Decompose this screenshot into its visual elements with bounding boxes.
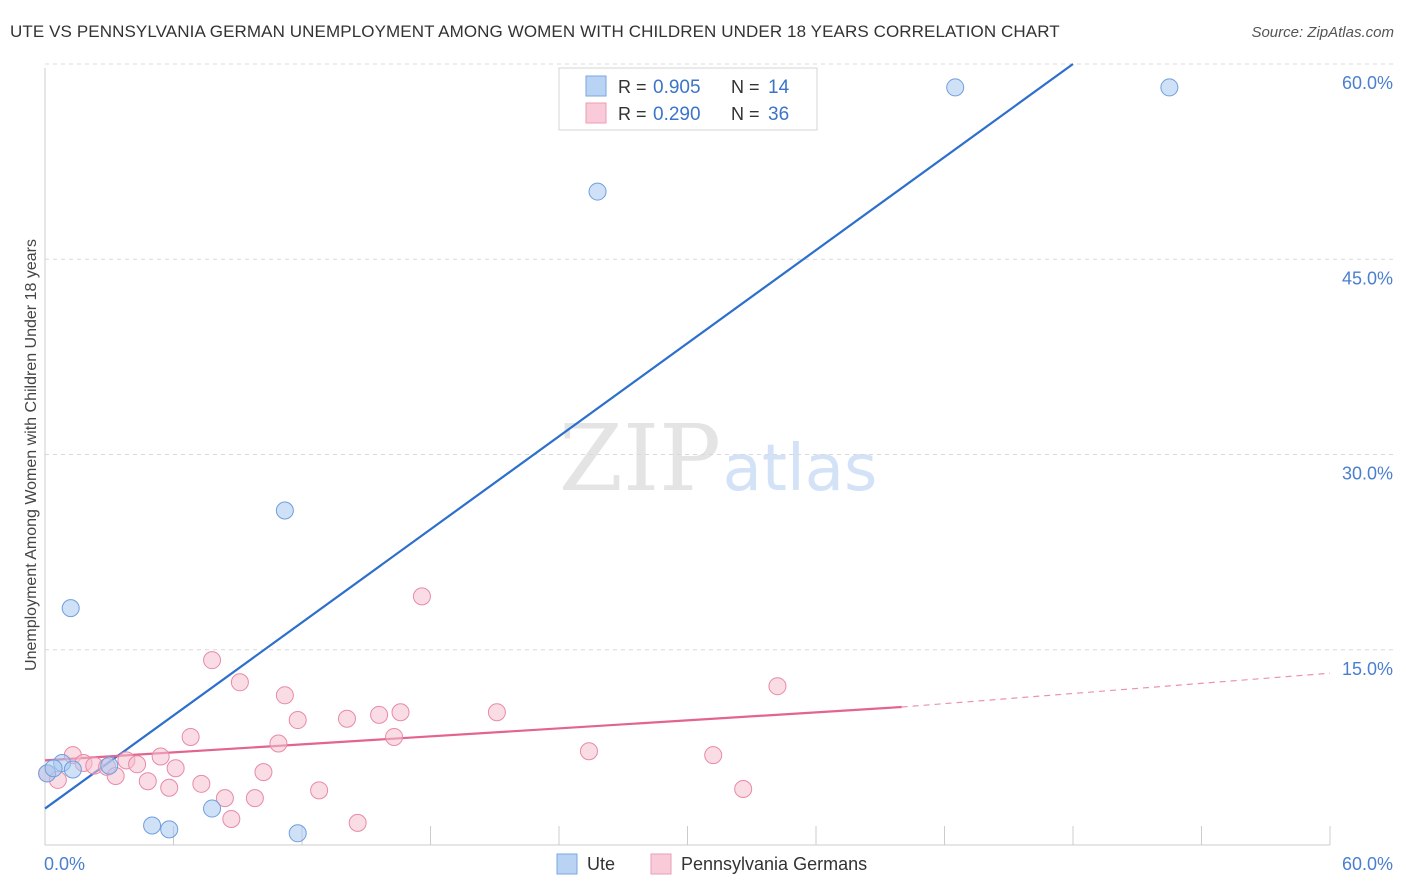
pa-point-32: [579, 742, 598, 761]
legend-swatch-pa: [585, 102, 607, 124]
ute-point-7: [203, 799, 222, 818]
pa-point-27: [370, 705, 389, 724]
pa-point-15: [203, 651, 222, 670]
ute-point-3: [63, 760, 82, 779]
pa-point-11: [160, 778, 179, 797]
ute-point-6: [160, 820, 179, 839]
ute-point-11: [946, 78, 965, 97]
pa-point-10: [151, 747, 170, 766]
pa-point-13: [181, 727, 200, 746]
y-axis-label: Unemployment Among Women with Children U…: [23, 239, 40, 671]
pa-point-33: [704, 746, 723, 765]
data-points: [38, 78, 1179, 843]
pa-point-30: [412, 587, 431, 606]
pa-point-8: [128, 755, 147, 774]
pa-point-14: [192, 774, 211, 793]
y-tick-label-45: 45.0%: [1342, 268, 1393, 288]
watermark-zip: ZIP: [559, 405, 721, 512]
axes: [44, 68, 1331, 846]
pa-point-35: [768, 677, 787, 696]
ute-point-2: [61, 599, 80, 618]
legend: R = 0.905 N = 14 R = 0.290 N = 36: [558, 67, 818, 131]
pa-trend-line-extended: [901, 672, 1331, 708]
pa-point-34: [734, 780, 753, 799]
pa-point-25: [337, 709, 356, 728]
pa-point-12: [166, 759, 185, 778]
y-tick-label-60: 60.0%: [1342, 73, 1393, 93]
pa-point-22: [275, 686, 294, 705]
pa-point-28: [385, 727, 404, 746]
ute-point-13: [44, 759, 63, 778]
pa-point-26: [348, 813, 367, 832]
pa-point-20: [254, 763, 273, 782]
y-tick-label-30: 30.0%: [1342, 464, 1393, 484]
ute-point-8: [275, 501, 294, 520]
pa-point-29: [391, 703, 410, 722]
pa-point-23: [288, 711, 307, 730]
pa-point-21: [269, 734, 288, 753]
legend-n-label-pa: N =: [731, 104, 760, 124]
grid-lines: [45, 63, 1395, 651]
pa-point-19: [245, 789, 264, 808]
pa-trend-line: [44, 705, 902, 762]
x-tick-label-min: 0.0%: [44, 854, 85, 874]
tick-labels: 15.0% 30.0% 45.0% 60.0% 0.0% 60.0%: [44, 73, 1393, 874]
legend-n-value-pa: 36: [768, 104, 789, 125]
legend-r-value-ute: 0.905: [653, 77, 701, 98]
x-tick-label-max: 60.0%: [1342, 854, 1393, 874]
bottom-legend-swatch-ute: [556, 853, 578, 875]
ute-point-9: [288, 824, 307, 843]
pa-point-18: [230, 673, 249, 692]
chart-title: UTE VS PENNSYLVANIA GERMAN UNEMPLOYMENT …: [10, 22, 1060, 41]
trend-lines: [44, 63, 1331, 810]
pa-point-24: [310, 781, 329, 800]
bottom-legend: Ute Pennsylvania Germans: [556, 853, 867, 875]
ute-point-12: [1160, 78, 1179, 97]
bottom-legend-label-ute: Ute: [587, 854, 615, 874]
ute-trend-line: [44, 63, 1074, 810]
bottom-legend-label-pa: Pennsylvania Germans: [681, 854, 867, 874]
pa-point-16: [215, 789, 234, 808]
legend-r-label-ute: R =: [618, 77, 647, 97]
y-tick-label-15: 15.0%: [1342, 659, 1393, 679]
legend-swatch-ute: [585, 75, 607, 97]
watermark-atlas: atlas: [723, 432, 878, 506]
legend-n-value-ute: 14: [768, 77, 790, 98]
legend-r-value-pa: 0.290: [653, 104, 701, 125]
ute-point-10: [588, 182, 607, 201]
source-label: Source: ZipAtlas.com: [1251, 24, 1394, 41]
legend-r-label-pa: R =: [618, 104, 647, 124]
pa-point-17: [222, 809, 241, 828]
pa-point-9: [138, 772, 157, 791]
ute-point-4: [100, 756, 119, 775]
bottom-legend-swatch-pa: [650, 853, 672, 875]
pa-point-31: [487, 703, 506, 722]
ute-point-5: [143, 816, 162, 835]
legend-n-label-ute: N =: [731, 77, 760, 97]
